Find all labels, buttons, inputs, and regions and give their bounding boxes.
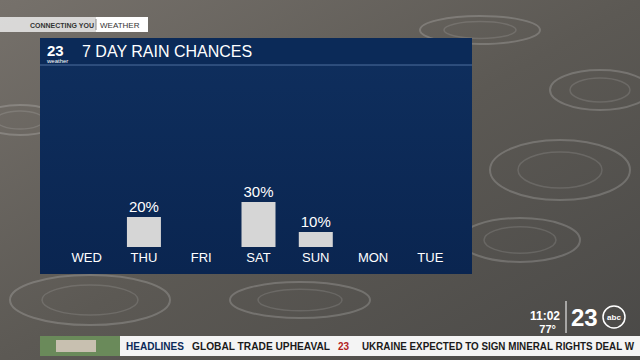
section-bg [96,17,148,32]
ripple [42,285,138,315]
ticker-bar [120,336,640,356]
data-label: 20% [129,198,159,215]
category-label: TUE [417,250,443,265]
network-circle [603,306,625,328]
ticker-label: HEADLINES [126,340,184,352]
ripple [518,152,602,188]
logo-divider [566,301,567,333]
ripple [230,282,370,318]
category-label: SUN [302,250,329,265]
station-number: 23 [571,304,598,331]
section-text: WEATHER [100,21,140,30]
ripple [484,227,556,253]
ticker-thumbnail [40,336,120,356]
station-network: abc [607,313,621,322]
header-rule [40,65,472,66]
category-label: WED [71,250,101,265]
ripple [0,111,44,129]
time: 11:02 [530,309,560,323]
category-label: THU [131,250,158,265]
panel [40,38,472,274]
bar [299,232,333,247]
bar [242,202,276,247]
labels: 20% 30% 10% WED THU FRI SAT SUN MON TUE [71,183,443,265]
temperature: 77° [539,323,556,335]
panel-logo-label: weather [46,58,68,64]
ripple [490,140,630,200]
ticker-item: GLOBAL TRADE UPHEAVAL [192,341,330,352]
ticker-logo: 23 [338,341,350,352]
ripple [550,70,640,110]
ripple [570,78,630,102]
tab-divider [96,19,97,30]
panel-logo-number: 23 [47,42,64,59]
panel-header [40,38,472,65]
ripple [444,22,516,39]
category-label: SAT [246,250,270,265]
ripple [10,275,170,325]
data-label: 10% [301,213,331,230]
thumbnail-detail [56,340,96,352]
chart-title: 7 DAY RAIN CHANCES [82,43,252,60]
tab-text: CONNECTING YOU [30,22,94,29]
tab-bg [0,17,96,32]
ticker-item: UKRAINE EXPECTED TO SIGN MINERAL RIGHTS … [362,341,635,352]
data-label: 30% [243,183,273,200]
background [0,0,640,360]
canvas: CONNECTING YOUWEATHER23weather7 DAY RAIN… [0,0,640,360]
bar [127,217,161,247]
category-label: FRI [191,250,212,265]
ripple [460,218,580,262]
ripple [258,289,342,311]
category-label: MON [358,250,388,265]
